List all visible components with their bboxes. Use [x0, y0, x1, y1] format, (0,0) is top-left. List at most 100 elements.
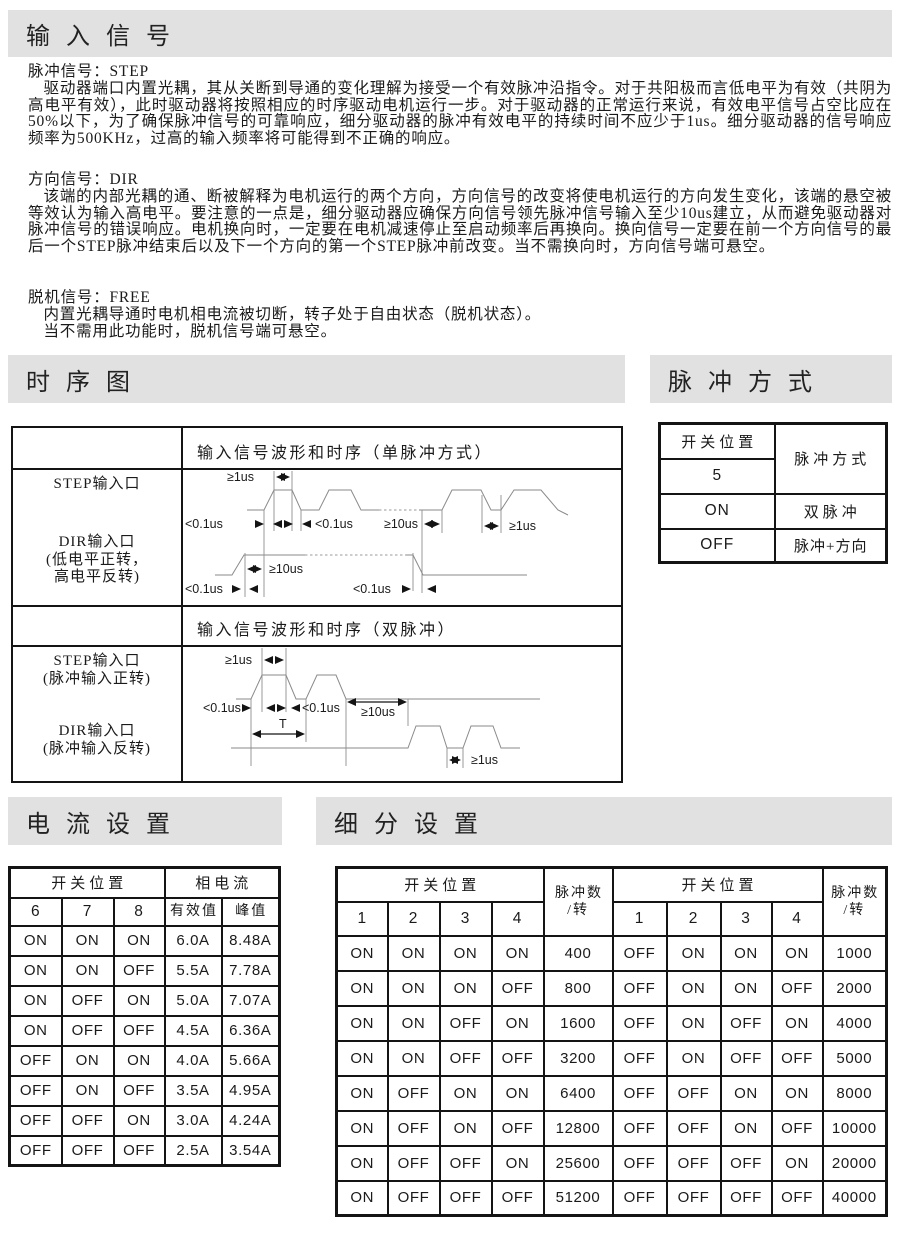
table-cell: 4.95A — [220, 1074, 281, 1107]
table-cell: OFF — [490, 969, 545, 1007]
annotation: ≥1us — [509, 519, 536, 533]
table-cell: OFF — [438, 1144, 493, 1182]
table-cell: OFF — [438, 1039, 493, 1077]
double-pulse-waveform: ≥1us <0.1us <0.1us ≥10us T ≥1us — [203, 648, 540, 768]
header-cell: 开关位置 — [658, 422, 776, 460]
table-cell: ON — [60, 1074, 115, 1107]
step-trace — [236, 674, 540, 700]
table-cell: ON — [658, 492, 776, 530]
table-cell: 5.0A — [163, 984, 223, 1017]
header-cell: 2 — [665, 900, 722, 937]
table-cell: OFF — [490, 1039, 545, 1077]
annotation: ≥1us — [471, 753, 498, 767]
table-row: ON OFF OFF ON 25600 OFF OFF OFF ON 20000 — [335, 1144, 888, 1182]
table-cell: OFF — [719, 1144, 773, 1182]
section-bar-input-signal: 输入信号 — [8, 10, 892, 57]
header-cell: 有效值 — [163, 896, 223, 927]
table-cell: OFF — [611, 1004, 668, 1042]
section-title: 脉冲方式 — [668, 369, 828, 396]
section-bar-current: 电流设置 — [8, 797, 282, 845]
table-cell: 6.0A — [163, 924, 223, 957]
header-cell: 开关位置 — [8, 866, 166, 899]
table-cell: 12800 — [542, 1109, 614, 1147]
table-cell: ON — [490, 1144, 545, 1182]
table-cell: 4000 — [821, 1004, 888, 1042]
free-signal-line2: 当不需用此功能时，脱机信号端可悬空。 — [43, 322, 337, 340]
step-trace — [247, 489, 379, 511]
table-cell: 4.5A — [163, 1014, 223, 1047]
table-cell: OFF — [438, 1004, 493, 1042]
table-divider — [13, 468, 621, 470]
single-dir-label: DIR输入口 (低电平正转， 高电平反转) — [46, 534, 148, 585]
table-cell: OFF — [770, 969, 824, 1007]
dir-signal-block: 方向信号：DIR 该端的内部光耦的通、断被解释为电机运行的两个方向，方向信号的改… — [28, 171, 892, 256]
table-cell: OFF — [665, 1074, 722, 1112]
table-cell: ON — [490, 1074, 545, 1112]
header-cell: 4 — [490, 900, 545, 937]
table-cell: ON — [665, 1039, 722, 1077]
table-cell: 1000 — [821, 934, 888, 972]
table-cell: 1600 — [542, 1004, 614, 1042]
header-cell: 脉冲数 /转 — [821, 866, 888, 937]
table-cell: ON — [490, 1004, 545, 1042]
table-cell: 40000 — [821, 1179, 888, 1217]
table-cell: ON — [8, 954, 63, 987]
table-cell: 5000 — [821, 1039, 888, 1077]
table-cell: ON — [770, 1144, 824, 1182]
microstep-setting-table: 开关位置 脉冲数 /转 开关位置 脉冲数 /转 1 2 3 4 1 2 3 — [335, 866, 889, 1217]
table-cell: ON — [386, 1039, 441, 1077]
header-cell: 开关位置 — [611, 866, 824, 903]
table-cell: 脉冲+方向 — [773, 527, 888, 564]
double-pulse-header: 输入信号波形和时序（双脉冲） — [197, 622, 457, 639]
table-cell: ON — [719, 969, 773, 1007]
annotation: ≥10us — [384, 517, 418, 531]
table-cell: ON — [60, 924, 115, 957]
section-bar-timing: 时序图 — [8, 355, 625, 403]
table-cell: OFF — [438, 1179, 493, 1217]
step-signal-body: 驱动器端口内置光耦，其从关断到导通的变化理解为接受一个有效脉冲沿指令。对于共阳极… — [28, 79, 892, 148]
table-cell: OFF — [611, 934, 668, 972]
annotation: <0.1us — [315, 517, 353, 531]
table-cell: ON — [770, 1074, 824, 1112]
free-signal-title: 脱机信号：FREE — [28, 288, 151, 306]
pulse-mode-table: 开关位置 脉冲方式 5 ON 双脉冲 OFF 脉冲+方向 — [658, 422, 888, 564]
table-cell: ON — [438, 1109, 493, 1147]
table-cell: ON — [770, 934, 824, 972]
table-cell: 双脉冲 — [773, 492, 888, 530]
table-cell: ON — [60, 954, 115, 987]
table-cell: OFF — [60, 984, 115, 1017]
table-row: ON OFF OFF OFF 51200 OFF OFF OFF OFF 40000 — [335, 1179, 888, 1217]
table-row: ON ON ON OFF 800 OFF ON ON OFF 2000 — [335, 969, 888, 1007]
table-cell: 20000 — [821, 1144, 888, 1182]
header-cell: 3 — [438, 900, 493, 937]
table-cell: OFF — [719, 1039, 773, 1077]
table-row: ON ON OFF ON 1600 OFF ON OFF ON 4000 — [335, 1004, 888, 1042]
table-cell: OFF — [490, 1179, 545, 1217]
header-cell: 8 — [112, 896, 166, 927]
timing-diagram-table: 输入信号波形和时序（单脉冲方式） STEP输入口 DIR输入口 (低电平正转， … — [11, 426, 623, 783]
table-cell: OFF — [112, 954, 166, 987]
table-row: OFF ON OFF 3.5A 4.95A — [8, 1074, 281, 1107]
header-cell: 1 — [611, 900, 668, 937]
table-row: OFF OFF OFF 2.5A 3.54A — [8, 1134, 281, 1167]
table-cell: ON — [335, 969, 389, 1007]
step-signal-block: 脉冲信号：STEP 驱动器端口内置光耦，其从关断到导通的变化理解为接受一个有效脉… — [28, 63, 892, 148]
table-cell: OFF — [665, 1109, 722, 1147]
table-cell: ON — [386, 1004, 441, 1042]
table-cell: OFF — [8, 1044, 63, 1077]
table-row: ON ON OFF 5.5A 7.78A — [8, 954, 281, 987]
table-cell: OFF — [8, 1134, 63, 1167]
header-cell: 脉冲数 /转 — [542, 866, 614, 937]
table-divider — [13, 605, 621, 607]
table-cell: ON — [112, 1104, 166, 1137]
current-setting-table: 开关位置 相电流 6 7 8 有效值 峰值 ON ON ON 6.0A 8.48A ON O… — [8, 866, 282, 1167]
single-step-label: STEP输入口 — [53, 476, 141, 492]
table-cell: OFF — [8, 1074, 63, 1107]
table-cell: 8.48A — [220, 924, 281, 957]
table-row: ON OFF ON 5.0A 7.07A — [8, 984, 281, 1017]
table-cell: 5.5A — [163, 954, 223, 987]
annotation: <0.1us — [302, 701, 340, 715]
table-row: OFF ON ON 4.0A 5.66A — [8, 1044, 281, 1077]
table-cell: 25600 — [542, 1144, 614, 1182]
annotation: T — [279, 717, 287, 731]
